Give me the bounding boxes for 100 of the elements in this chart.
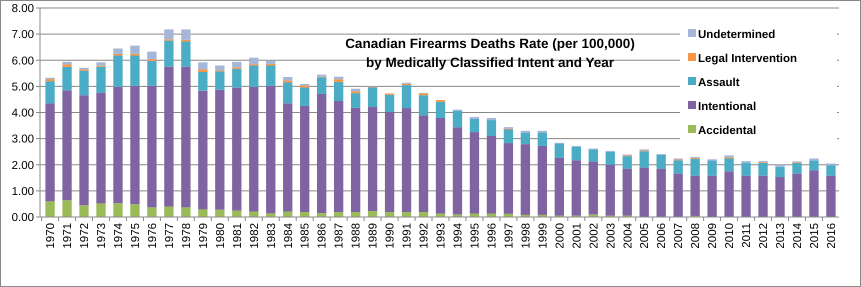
bar bbox=[96, 92, 106, 204]
bar bbox=[79, 95, 89, 206]
x-tick-label: 1982 bbox=[248, 223, 261, 249]
x-tick-label: 1998 bbox=[520, 223, 532, 249]
bar bbox=[45, 81, 55, 104]
bar bbox=[130, 56, 140, 86]
x-tick-label: 2009 bbox=[707, 223, 720, 249]
bar bbox=[350, 212, 360, 217]
bar bbox=[690, 158, 700, 176]
bar bbox=[181, 29, 191, 40]
x-tick-label: 2008 bbox=[690, 223, 702, 249]
bar bbox=[606, 152, 615, 165]
bar bbox=[164, 40, 174, 67]
bar bbox=[266, 86, 276, 214]
bar bbox=[656, 168, 666, 217]
x-tick-label: 2007 bbox=[673, 223, 686, 249]
bar bbox=[809, 158, 819, 161]
y-tick-label: 0.00 bbox=[12, 212, 34, 224]
bar bbox=[486, 120, 496, 136]
bar bbox=[164, 29, 174, 40]
x-tick-label: 1984 bbox=[282, 222, 295, 249]
y-tick-label: 2.00 bbox=[12, 160, 34, 172]
bar bbox=[79, 70, 89, 96]
x-tick-label: 1970 bbox=[45, 223, 58, 249]
x-tick-label: 1981 bbox=[232, 223, 244, 249]
bar bbox=[164, 206, 174, 217]
bar bbox=[334, 212, 344, 217]
bar bbox=[554, 158, 564, 216]
x-tick-label: 1996 bbox=[486, 223, 498, 249]
bar bbox=[741, 162, 751, 176]
bar bbox=[402, 85, 412, 108]
bar bbox=[350, 93, 360, 108]
y-tick-label: 5.00 bbox=[12, 81, 34, 94]
bar bbox=[232, 210, 242, 217]
bar bbox=[350, 108, 360, 212]
bar bbox=[215, 65, 224, 70]
bar bbox=[62, 66, 72, 90]
bar bbox=[622, 156, 632, 169]
x-tick-label: 2000 bbox=[554, 223, 566, 249]
x-tick-label: 2003 bbox=[605, 223, 618, 249]
x-tick-label: 1971 bbox=[62, 223, 74, 249]
bar bbox=[334, 82, 344, 102]
bar bbox=[232, 68, 242, 88]
y-tick-label: 1.00 bbox=[12, 186, 34, 198]
bar bbox=[62, 64, 72, 67]
x-tick-label: 1975 bbox=[130, 223, 142, 249]
bar bbox=[538, 132, 548, 146]
bar bbox=[826, 176, 836, 217]
x-tick-label: 1995 bbox=[469, 223, 482, 249]
bar bbox=[113, 48, 123, 54]
bar bbox=[113, 86, 123, 204]
bar bbox=[317, 94, 326, 214]
bar bbox=[130, 204, 140, 217]
bar bbox=[249, 86, 258, 212]
bar bbox=[198, 62, 208, 70]
x-tick-label: 2011 bbox=[741, 223, 754, 248]
x-tick-label: 2004 bbox=[622, 222, 634, 249]
bar bbox=[809, 160, 819, 170]
bar bbox=[452, 110, 462, 128]
bar bbox=[554, 144, 564, 158]
bar bbox=[147, 52, 157, 60]
legend-label: Assault bbox=[698, 77, 740, 90]
bar bbox=[249, 212, 258, 217]
bar bbox=[232, 62, 242, 68]
bar bbox=[775, 166, 785, 178]
bar bbox=[334, 76, 344, 80]
x-tick-label: 1983 bbox=[266, 223, 278, 249]
bar bbox=[707, 176, 717, 217]
x-tick-label: 1980 bbox=[214, 223, 227, 249]
bar bbox=[504, 129, 514, 144]
bar bbox=[249, 65, 258, 87]
bar bbox=[809, 170, 819, 217]
x-tick-label: 1999 bbox=[537, 223, 550, 249]
x-tick-label: 1977 bbox=[164, 223, 176, 249]
bar bbox=[452, 127, 462, 214]
bar bbox=[317, 213, 326, 217]
bar bbox=[436, 102, 446, 118]
bar bbox=[198, 69, 208, 72]
bar bbox=[45, 103, 55, 202]
bar bbox=[300, 87, 310, 106]
bar bbox=[707, 160, 717, 176]
y-tick-label: 3.00 bbox=[12, 134, 34, 146]
bar bbox=[368, 210, 378, 217]
bar bbox=[572, 146, 581, 160]
bar bbox=[673, 174, 683, 216]
bar bbox=[62, 200, 72, 217]
x-tick-label: 1990 bbox=[384, 223, 397, 249]
bar bbox=[792, 162, 802, 174]
x-tick-label: 2001 bbox=[571, 223, 584, 249]
bar bbox=[198, 72, 208, 91]
bar bbox=[724, 158, 734, 172]
bar bbox=[368, 107, 378, 211]
x-tick-label: 1979 bbox=[198, 223, 210, 249]
bar bbox=[520, 144, 530, 215]
bar bbox=[96, 66, 106, 93]
bar bbox=[181, 207, 191, 217]
bar bbox=[147, 86, 157, 208]
bar bbox=[249, 58, 258, 64]
y-tick-label: 8.00 bbox=[12, 3, 34, 16]
x-tick-label: 2005 bbox=[639, 223, 652, 249]
